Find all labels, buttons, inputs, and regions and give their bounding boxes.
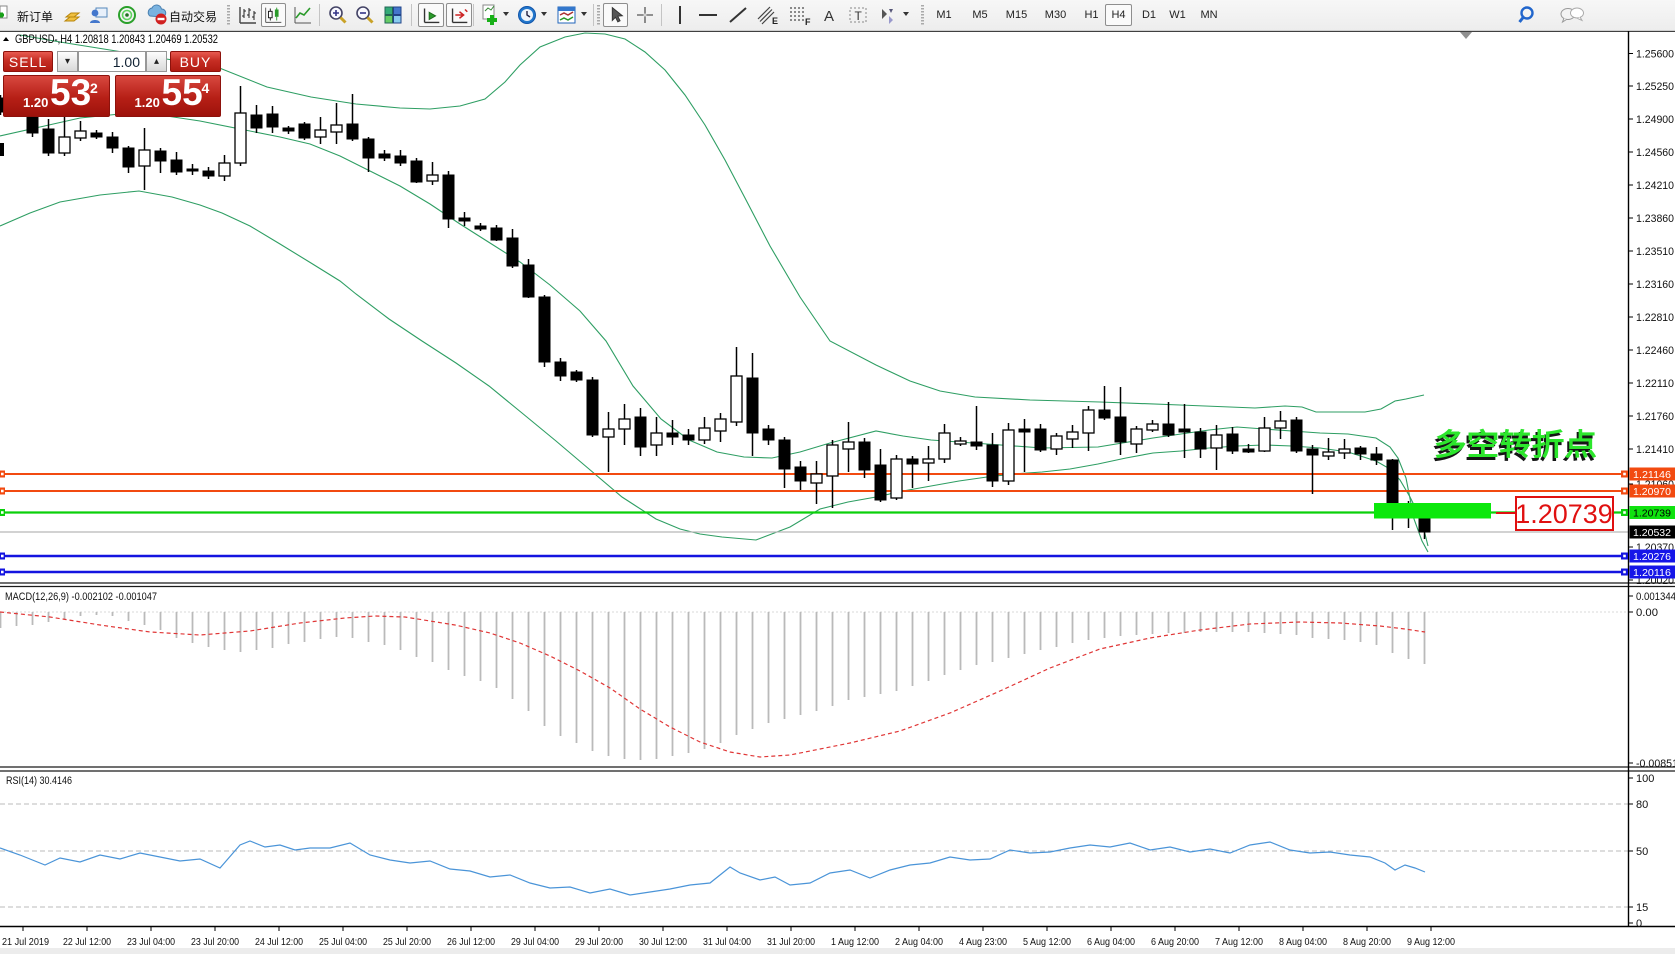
- svg-text:1.23510: 1.23510: [1636, 246, 1674, 258]
- svg-text:T: T: [855, 9, 863, 23]
- svg-text:1.21760: 1.21760: [1636, 411, 1674, 423]
- svg-text:21 Jul 2019: 21 Jul 2019: [2, 936, 49, 948]
- svg-text:25 Jul 04:00: 25 Jul 04:00: [319, 936, 367, 948]
- svg-text:4 Aug 23:00: 4 Aug 23:00: [959, 936, 1007, 948]
- svg-text:7 Aug 12:00: 7 Aug 12:00: [1215, 936, 1263, 948]
- svg-text:29 Jul 20:00: 29 Jul 20:00: [575, 936, 623, 948]
- svg-text:1.22810: 1.22810: [1636, 312, 1674, 324]
- svg-text:1.20532: 1.20532: [1633, 527, 1671, 539]
- svg-text:F: F: [805, 17, 811, 27]
- svg-text:9 Aug 12:00: 9 Aug 12:00: [1407, 936, 1455, 948]
- svg-text:多空转折点: 多空转折点: [1432, 432, 1595, 465]
- svg-text:8 Aug 20:00: 8 Aug 20:00: [1343, 936, 1391, 948]
- svg-text:1.25600: 1.25600: [1636, 49, 1674, 61]
- svg-text:1.20276: 1.20276: [1633, 551, 1671, 563]
- svg-text:-0.00851: -0.00851: [1636, 758, 1675, 770]
- svg-text:6 Aug 04:00: 6 Aug 04:00: [1087, 936, 1135, 948]
- svg-text:31 Jul 20:00: 31 Jul 20:00: [767, 936, 815, 948]
- svg-text:26 Jul 12:00: 26 Jul 12:00: [447, 936, 495, 948]
- svg-text:5 Aug 12:00: 5 Aug 12:00: [1023, 936, 1071, 948]
- svg-text:2 Aug 04:00: 2 Aug 04:00: [895, 936, 943, 948]
- svg-text:1.22460: 1.22460: [1636, 345, 1674, 357]
- svg-text:RSI(14) 30.4146: RSI(14) 30.4146: [6, 775, 72, 787]
- svg-text:1.23160: 1.23160: [1636, 279, 1674, 291]
- svg-text:0.00: 0.00: [1636, 607, 1658, 619]
- svg-text:80: 80: [1636, 799, 1648, 811]
- svg-text:24 Jul 12:00: 24 Jul 12:00: [255, 936, 303, 948]
- svg-text:1.20970: 1.20970: [1633, 486, 1671, 498]
- svg-text:1.23860: 1.23860: [1636, 213, 1674, 225]
- svg-text:1.20116: 1.20116: [1633, 567, 1671, 579]
- svg-text:1.24210: 1.24210: [1636, 180, 1674, 192]
- svg-text:E: E: [772, 16, 778, 26]
- svg-text:0: 0: [1636, 918, 1642, 930]
- svg-text:22 Jul 12:00: 22 Jul 12:00: [63, 936, 111, 948]
- svg-text:1 Aug 12:00: 1 Aug 12:00: [831, 936, 879, 948]
- svg-text:30 Jul 12:00: 30 Jul 12:00: [639, 936, 687, 948]
- svg-text:GBPUSD-,H4 1.20818 1.20843 1.: GBPUSD-,H4 1.20818 1.20843 1.20469 1.205…: [15, 32, 218, 46]
- svg-text:1.24560: 1.24560: [1636, 147, 1674, 159]
- svg-text:MACD(12,26,9) -0.002102 -0.001: MACD(12,26,9) -0.002102 -0.001047: [5, 591, 157, 603]
- svg-text:多空转折点: 多空转折点: [1434, 429, 1597, 462]
- svg-text:31 Jul 04:00: 31 Jul 04:00: [703, 936, 751, 948]
- svg-text:100: 100: [1636, 773, 1654, 785]
- svg-text:1.20739: 1.20739: [1515, 499, 1613, 529]
- svg-text:6 Aug 20:00: 6 Aug 20:00: [1151, 936, 1199, 948]
- svg-text:A: A: [824, 8, 834, 25]
- svg-text:25 Jul 20:00: 25 Jul 20:00: [383, 936, 431, 948]
- svg-text:23 Jul 20:00: 23 Jul 20:00: [191, 936, 239, 948]
- svg-text:50: 50: [1636, 846, 1648, 858]
- svg-text:1.25250: 1.25250: [1636, 81, 1674, 93]
- svg-text:1.21146: 1.21146: [1633, 469, 1671, 481]
- svg-text:1.22110: 1.22110: [1636, 378, 1674, 390]
- svg-text:8 Aug 04:00: 8 Aug 04:00: [1279, 936, 1327, 948]
- svg-text:23 Jul 04:00: 23 Jul 04:00: [127, 936, 175, 948]
- svg-text:1.20739: 1.20739: [1633, 508, 1671, 520]
- svg-text:1.21410: 1.21410: [1636, 444, 1674, 456]
- svg-text:15: 15: [1636, 902, 1648, 914]
- svg-text:0.001344: 0.001344: [1636, 591, 1675, 603]
- svg-text:29 Jul 04:00: 29 Jul 04:00: [511, 936, 559, 948]
- svg-text:1.24900: 1.24900: [1636, 114, 1674, 126]
